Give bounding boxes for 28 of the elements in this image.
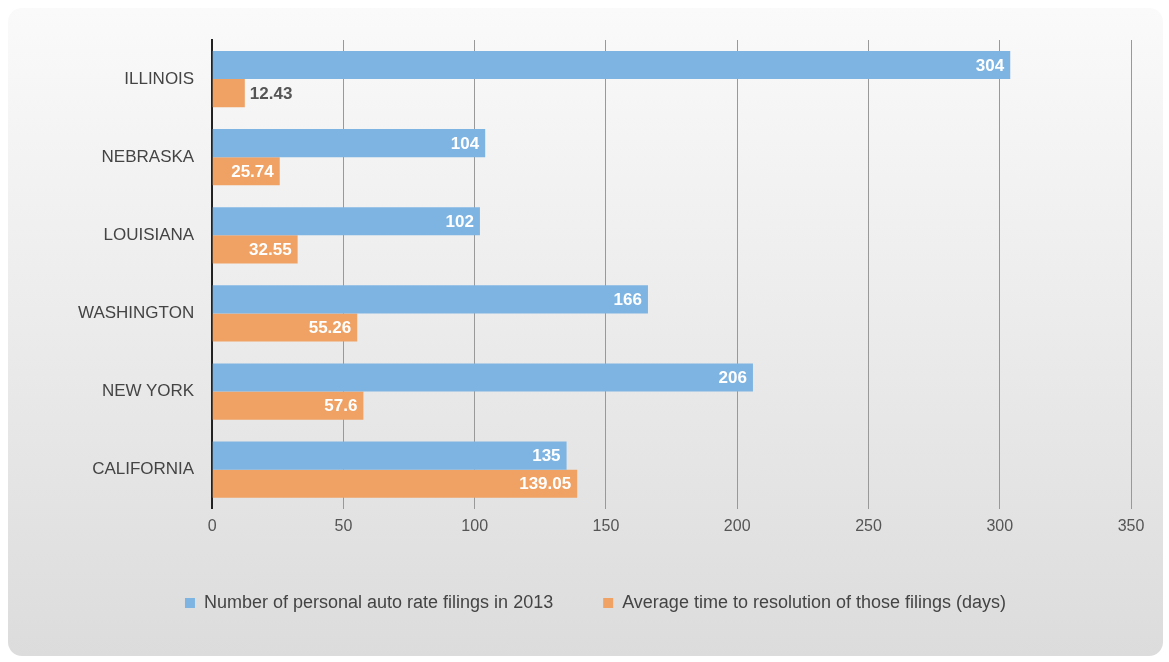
x-tick-label: 350: [1117, 516, 1145, 534]
x-tick-label: 0: [207, 516, 217, 534]
y-tick-label: WASHINGTON: [78, 303, 195, 323]
y-tick-label: ILLINOIS: [124, 68, 195, 88]
x-tick-label: 200: [723, 516, 751, 534]
x-tick-label: 250: [855, 516, 882, 534]
data-label: 206: [718, 368, 747, 388]
data-label: 57.6: [324, 396, 358, 416]
legend-label: Average time to resolution of those filings (days): [622, 591, 1007, 612]
data-label: 135: [532, 446, 561, 466]
x-tick-label: 300: [986, 516, 1014, 534]
data-label: 25.74: [231, 161, 275, 181]
y-tick-label: NEW YORK: [101, 381, 195, 401]
data-label: 104: [450, 133, 480, 153]
data-label: 55.26: [308, 318, 352, 338]
data-label: 32.55: [249, 240, 292, 260]
legend-label: Number of personal auto rate filings in 2013: [203, 591, 554, 612]
y-tick-label: LOUISIANA: [103, 225, 195, 245]
x-tick-label: 100: [461, 516, 489, 534]
y-tick-label: NEBRASKA: [101, 146, 195, 166]
data-label: 12.43: [249, 83, 293, 103]
data-label: 304: [975, 55, 1005, 75]
data-label: 166: [613, 290, 642, 310]
y-tick-label: CALIFORNIA: [92, 459, 195, 479]
x-tick-label: 50: [334, 516, 353, 534]
x-tick-label: 150: [592, 516, 620, 534]
data-label: 102: [445, 211, 474, 231]
data-label: 139.05: [519, 474, 572, 494]
